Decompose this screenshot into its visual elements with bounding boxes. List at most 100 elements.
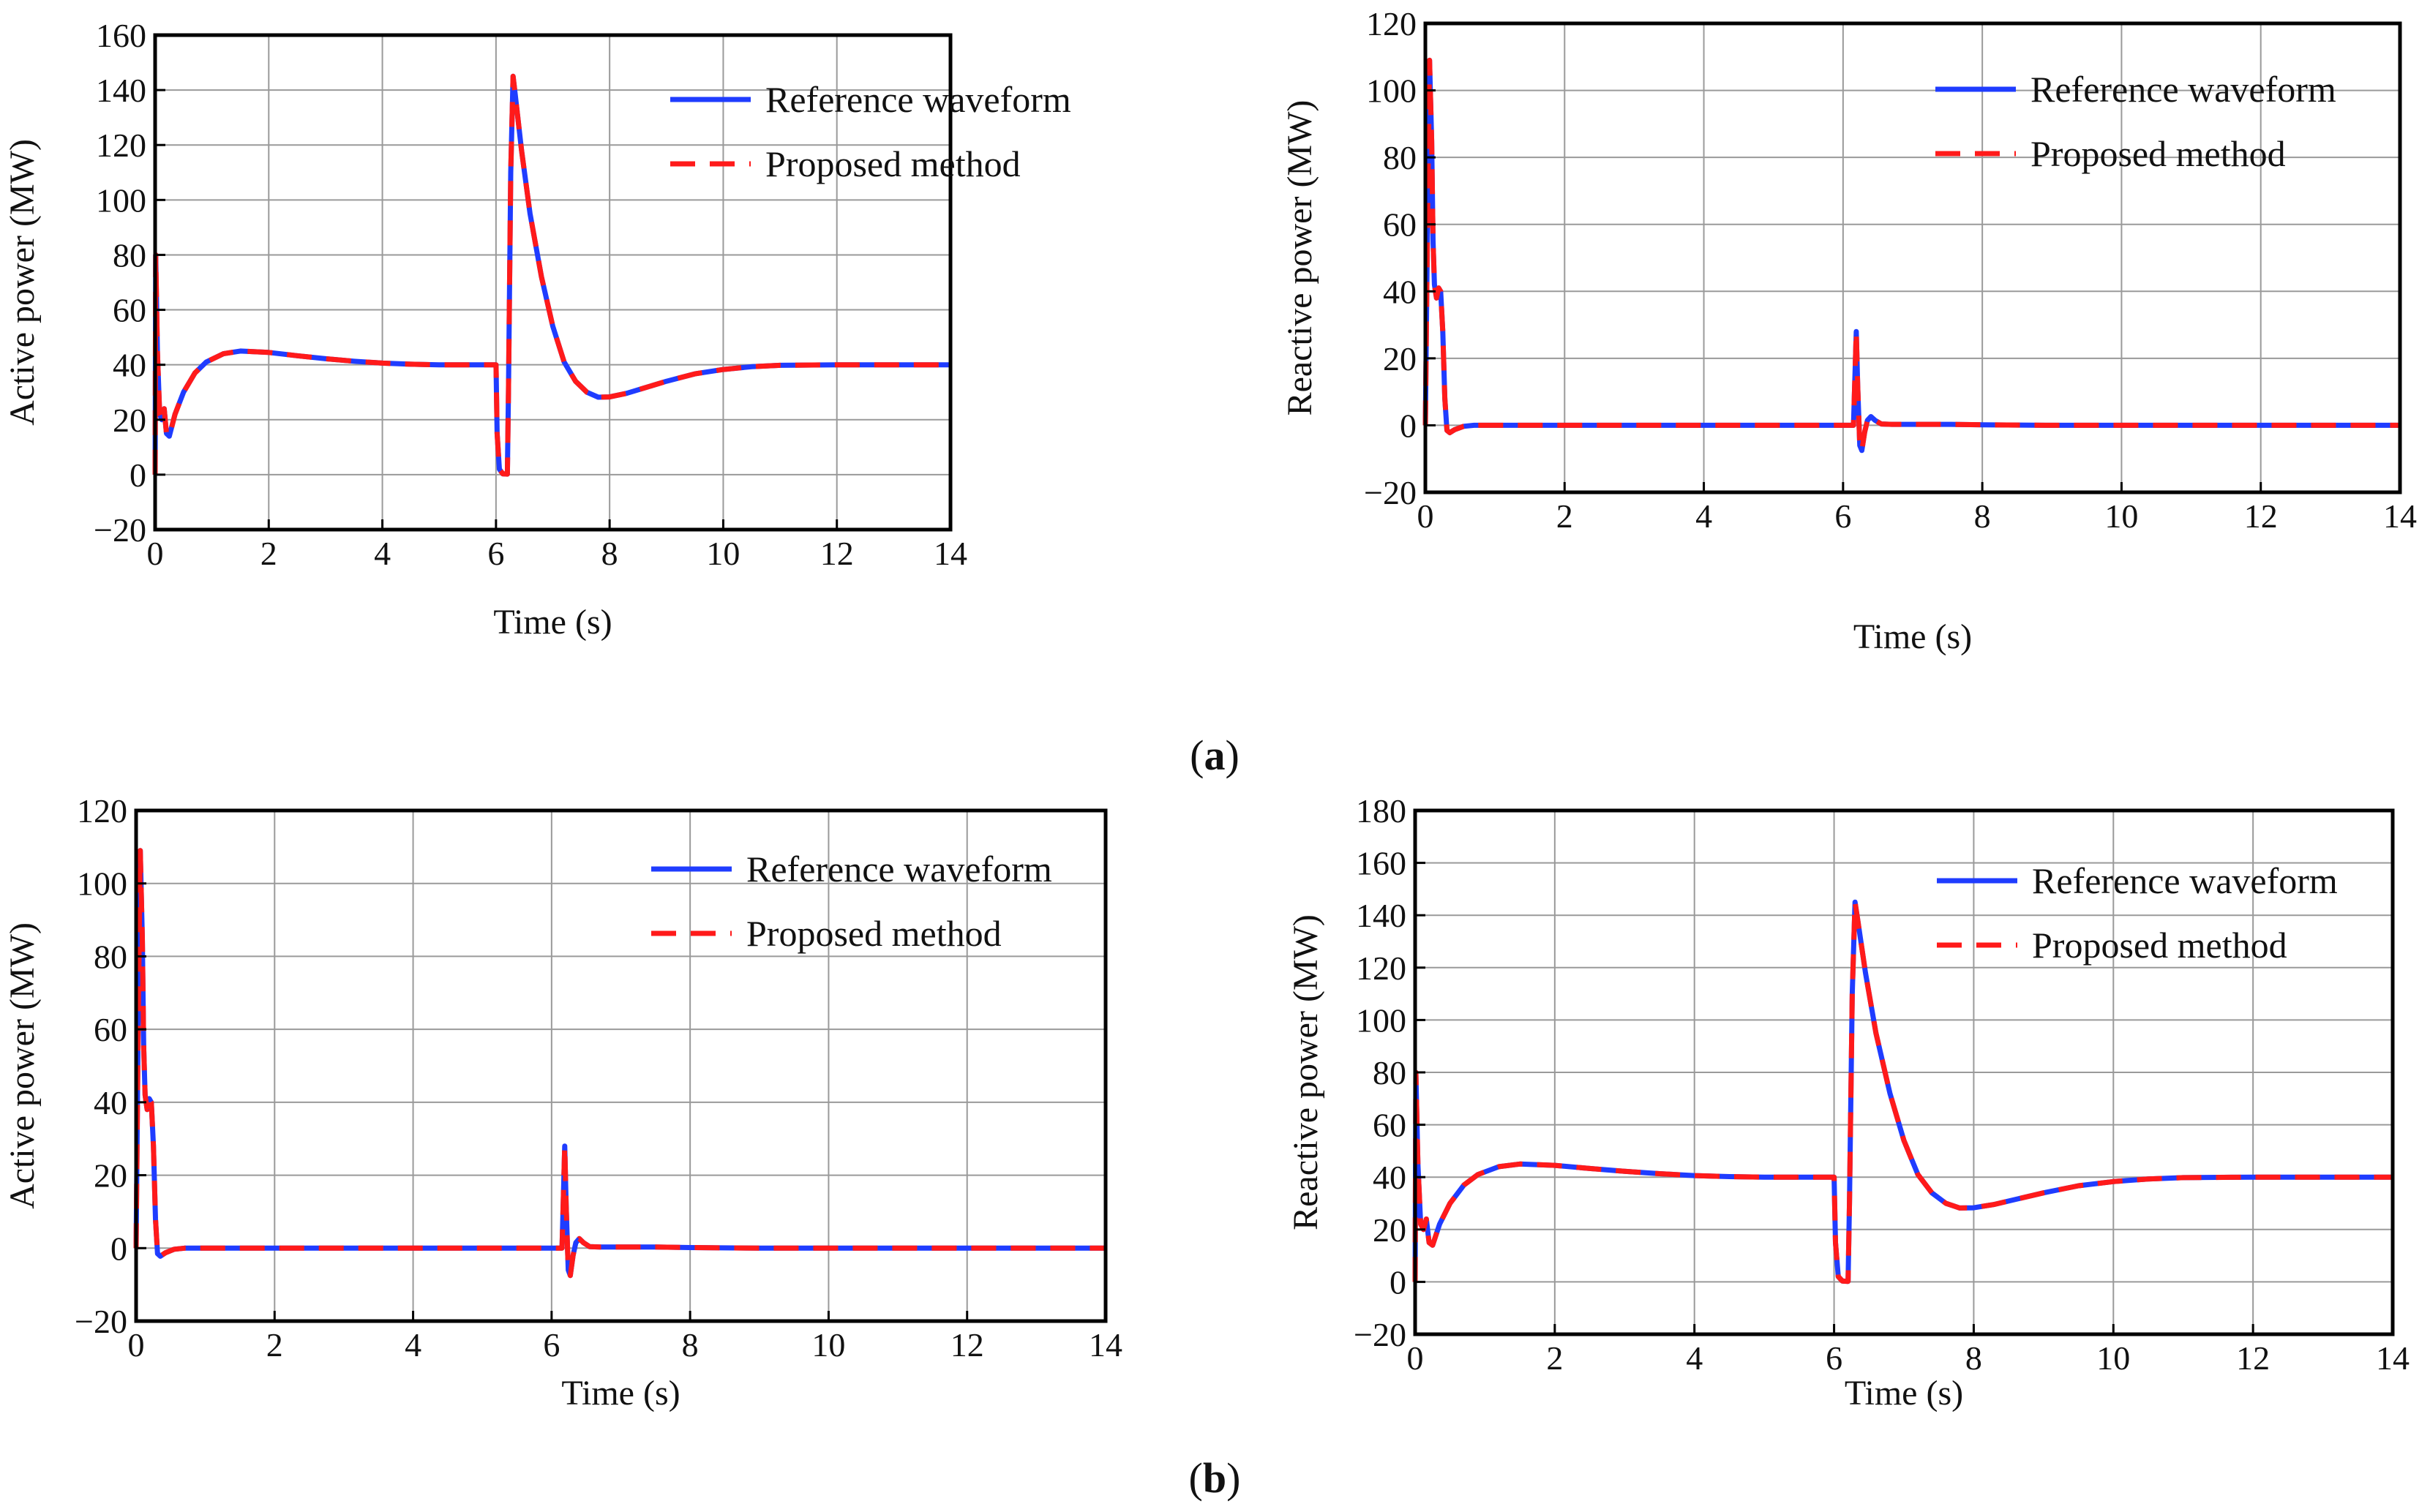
plot-frame xyxy=(1423,21,2402,494)
caption-a-close: ) xyxy=(1226,731,1240,779)
y-tick-label: 120 xyxy=(1366,5,1417,42)
x-tick-label: 0 xyxy=(1407,1339,1424,1377)
legend-label-reference-waveform: Reference waveform xyxy=(765,79,1071,120)
series-line-proposed-method xyxy=(152,73,950,477)
y-tick-label: 80 xyxy=(94,938,127,975)
x-tick-label: 10 xyxy=(706,535,740,572)
y-tick-label: 80 xyxy=(1383,139,1417,176)
y-tick-label: 60 xyxy=(113,292,146,329)
series-line-proposed-method xyxy=(1422,57,2400,454)
x-tick-label: 2 xyxy=(1546,1339,1563,1377)
y-tick-label: 0 xyxy=(130,456,146,494)
x-tick-label: 8 xyxy=(682,1326,699,1364)
x-tick-label: 4 xyxy=(374,535,391,572)
x-tick-label: 4 xyxy=(1695,497,1712,535)
y-tick-label: 0 xyxy=(110,1230,127,1267)
x-tick-label: 6 xyxy=(543,1326,560,1364)
x-tick-label: 14 xyxy=(1089,1326,1122,1364)
y-tick-label: 120 xyxy=(1356,949,1406,987)
y-tick-label: 100 xyxy=(1366,72,1417,110)
x-tick-label: 2 xyxy=(1556,497,1573,535)
x-axis-label: Time (s) xyxy=(561,1374,680,1413)
caption-b: (b) xyxy=(1189,1454,1241,1502)
y-tick-label: −20 xyxy=(1354,1316,1406,1353)
legend-label-proposed-method: Proposed method xyxy=(2032,925,2287,966)
x-tick-label: 0 xyxy=(1417,497,1434,535)
y-tick-label: −20 xyxy=(94,511,146,549)
charts-layer: 0 2 4 6 8 10 12 14−20020406080100120140160Time … xyxy=(3,5,2417,1413)
y-tick-label: 0 xyxy=(1400,407,1417,444)
x-axis-label: Time (s) xyxy=(1853,617,1972,656)
y-tick-label: 20 xyxy=(94,1157,127,1195)
y-tick-label: 40 xyxy=(1383,273,1417,310)
x-tick-label: 8 xyxy=(1965,1339,1982,1377)
x-tick-label: 12 xyxy=(950,1326,984,1364)
y-tick-label: 180 xyxy=(1356,792,1406,830)
x-tick-label: 12 xyxy=(820,535,854,572)
y-tick-label: 120 xyxy=(96,127,146,164)
series-line-proposed-method xyxy=(133,848,1106,1279)
x-tick-label: 0 xyxy=(128,1326,145,1364)
x-tick-label: 8 xyxy=(1974,497,1991,535)
x-tick-label: 2 xyxy=(266,1326,283,1364)
caption-b-letter: b xyxy=(1203,1454,1226,1502)
x-tick-label: 2 xyxy=(260,535,277,572)
x-axis-label: Time (s) xyxy=(493,603,612,642)
y-axis-label: Reactive power (MW) xyxy=(1286,914,1325,1230)
y-tick-label: 140 xyxy=(1356,897,1406,934)
y-tick-label: 160 xyxy=(96,17,146,54)
y-tick-label: 140 xyxy=(96,72,146,109)
legend-label-proposed-method: Proposed method xyxy=(746,913,1002,954)
x-tick-label: 4 xyxy=(405,1326,421,1364)
x-axis-label: Time (s) xyxy=(1845,1374,1963,1413)
x-tick-label: 14 xyxy=(2383,497,2417,535)
y-tick-label: 100 xyxy=(96,181,146,219)
y-tick-label: 60 xyxy=(1383,206,1417,244)
y-axis-label: Reactive power (MW) xyxy=(1280,100,1319,416)
y-tick-label: 160 xyxy=(1356,845,1406,882)
y-tick-label: 120 xyxy=(77,792,127,830)
caption-a-open: ( xyxy=(1190,731,1204,779)
x-tick-label: 10 xyxy=(2096,1339,2130,1377)
y-tick-label: 40 xyxy=(94,1084,127,1121)
plot-frame xyxy=(134,808,1108,1323)
y-tick-label: 20 xyxy=(1383,340,1417,377)
x-tick-label: 6 xyxy=(487,535,504,572)
legend-label-reference-waveform: Reference waveform xyxy=(746,849,1052,889)
plot-frame xyxy=(153,33,953,532)
y-axis-label: Active power (MW) xyxy=(3,922,42,1209)
chart-panel-a-left: 0 2 4 6 8 10 12 14−20020406080100120140160Time … xyxy=(3,17,1071,642)
chart-panel-b-right: 0 2 4 6 8 10 12 14−20020406080100120140160180Ti… xyxy=(1286,792,2410,1413)
y-tick-label: 0 xyxy=(1390,1263,1406,1301)
y-tick-label: −20 xyxy=(1364,474,1417,511)
x-tick-label: 14 xyxy=(934,535,967,572)
x-tick-label: 8 xyxy=(601,535,618,572)
y-tick-label: 60 xyxy=(1373,1107,1406,1144)
y-tick-label: 40 xyxy=(1373,1159,1406,1196)
x-tick-label: 10 xyxy=(811,1326,845,1364)
y-tick-label: 100 xyxy=(1356,1001,1406,1039)
y-tick-label: 60 xyxy=(94,1011,127,1048)
caption-b-close: ) xyxy=(1226,1454,1240,1502)
y-tick-label: −20 xyxy=(75,1303,127,1340)
legend-label-reference-waveform: Reference waveform xyxy=(2032,860,2338,901)
x-tick-label: 12 xyxy=(2244,497,2278,535)
y-tick-label: 20 xyxy=(1373,1211,1406,1249)
y-tick-label: 100 xyxy=(77,865,127,903)
x-tick-label: 0 xyxy=(147,535,164,572)
y-tick-label: 80 xyxy=(1373,1054,1406,1091)
y-tick-label: 40 xyxy=(113,347,146,384)
legend-label-reference-waveform: Reference waveform xyxy=(2030,69,2336,110)
legend-label-proposed-method: Proposed method xyxy=(765,143,1021,184)
x-tick-label: 12 xyxy=(2236,1339,2270,1377)
caption-a-letter: a xyxy=(1204,731,1226,779)
caption-b-open: ( xyxy=(1189,1454,1203,1502)
y-tick-label: 20 xyxy=(113,402,146,439)
series-line-reference-waveform xyxy=(1422,57,2400,454)
x-tick-label: 6 xyxy=(1826,1339,1842,1377)
y-tick-label: 80 xyxy=(113,236,146,274)
series-line-proposed-method xyxy=(1412,899,2393,1285)
